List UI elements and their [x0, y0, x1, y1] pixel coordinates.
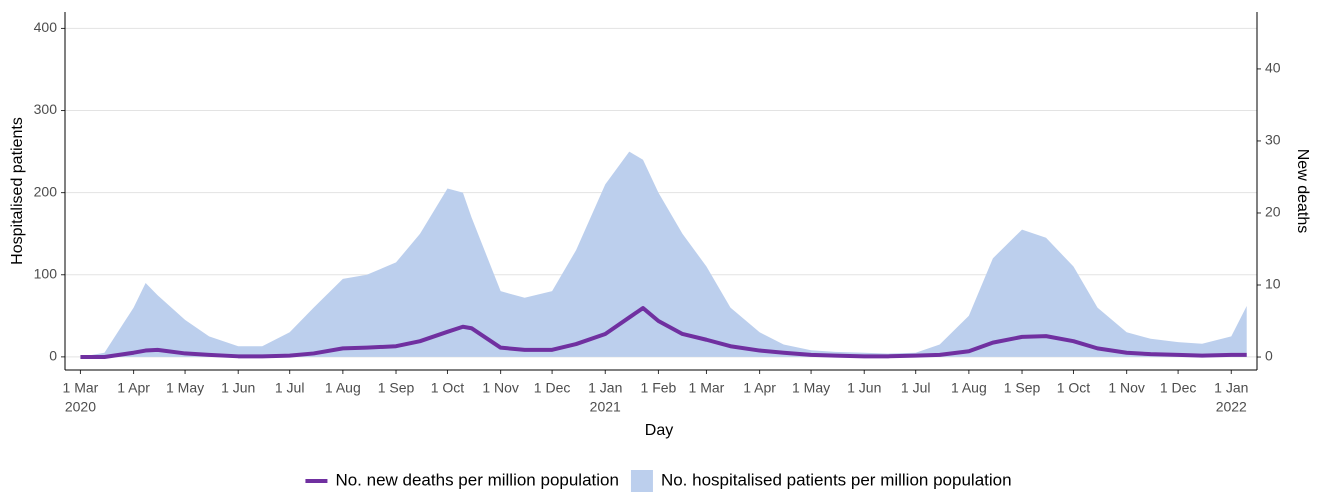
x-tick-label: 1 Mar	[63, 380, 99, 396]
x-tick-label: 1 Jun	[847, 380, 881, 396]
x-tick-label: 1 Dec	[1160, 380, 1197, 396]
y2-tick-label: 10	[1265, 276, 1281, 292]
y-tick-label: 0	[49, 348, 57, 364]
x-tick-label: 1 Jul	[275, 380, 305, 396]
y-tick-label: 400	[34, 19, 58, 35]
x-tick-label: 1 Nov	[482, 380, 519, 396]
y-tick-label: 100	[34, 265, 58, 281]
legend-label: No. new deaths per million population	[335, 470, 619, 489]
area	[80, 151, 1247, 357]
x-tick-label: 1 Oct	[1057, 380, 1091, 396]
y2-tick-label: 40	[1265, 60, 1281, 76]
legend-swatch	[630, 470, 653, 492]
x-tick-label: 1 May	[166, 380, 204, 396]
x-tick-label: 1 Jan	[1214, 380, 1248, 396]
x-tick-label: 1 Apr	[743, 380, 776, 396]
x-year-label: 2021	[590, 399, 621, 415]
y-tick-label: 200	[34, 183, 58, 199]
y-axis-title: Hospitalised patients	[9, 117, 26, 265]
y2-axis-title: New deaths	[1294, 149, 1311, 234]
x-axis-title: Day	[645, 422, 673, 439]
y-tick-label: 300	[34, 101, 58, 117]
x-tick-label: 1 Jan	[588, 380, 622, 396]
x-tick-label: 1 Feb	[641, 380, 677, 396]
x-tick-label: 1 Aug	[325, 380, 361, 396]
x-tick-label: 1 Apr	[117, 380, 150, 396]
x-year-label: 2020	[65, 399, 96, 415]
x-tick-label: 1 Sep	[378, 380, 415, 396]
y2-tick-label: 30	[1265, 132, 1281, 148]
y2-tick-label: 0	[1265, 348, 1273, 364]
x-tick-label: 1 Jun	[221, 380, 255, 396]
x-tick-label: 1 May	[792, 380, 830, 396]
line	[80, 306, 1247, 360]
x-tick-label: 1 Oct	[431, 380, 465, 396]
x-year-label: 2022	[1216, 399, 1247, 415]
y2-tick-label: 20	[1265, 204, 1281, 220]
x-tick-label: 1 Dec	[534, 380, 571, 396]
x-tick-label: 1 Nov	[1108, 380, 1145, 396]
x-tick-label: 1 Sep	[1004, 380, 1041, 396]
x-tick-label: 1 Aug	[951, 380, 987, 396]
x-tick-label: 1 Jul	[901, 380, 931, 396]
x-tick-label: 1 Mar	[689, 380, 725, 396]
legend-label: No. hospitalised patients per million po…	[661, 470, 1012, 489]
